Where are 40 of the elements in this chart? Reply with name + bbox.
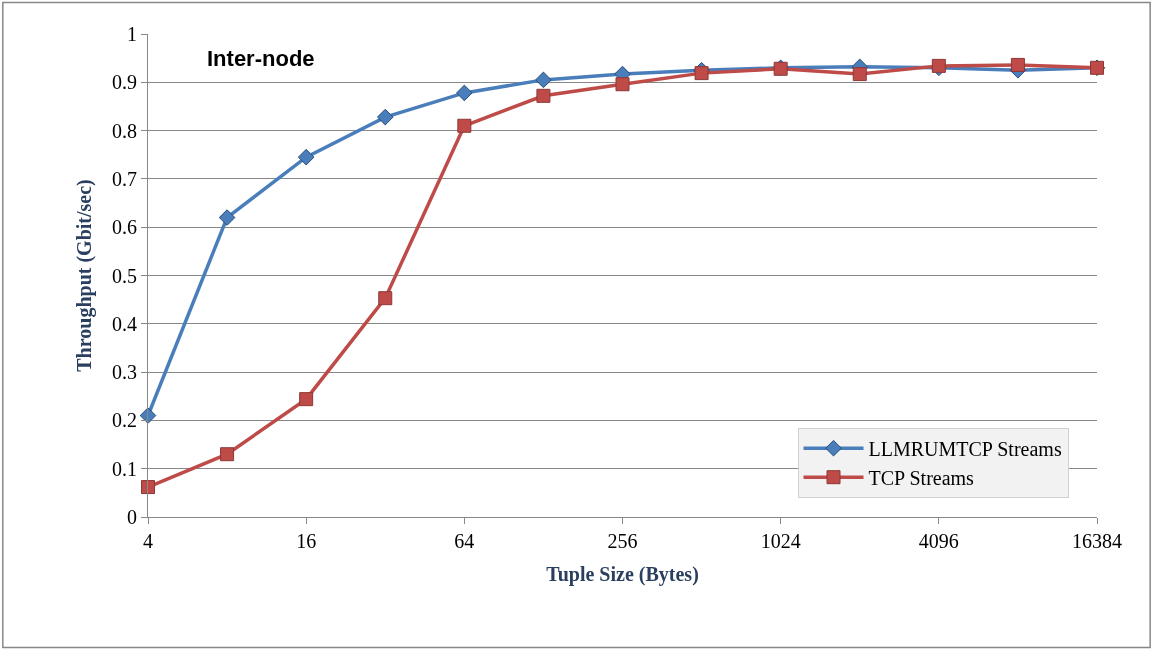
y-tick-label: 1 (127, 23, 137, 45)
point (852, 67, 867, 82)
y-tick-label: 0 (127, 506, 137, 528)
legend-label: TCP Streams (868, 466, 975, 489)
x-tick-label: 4096 (918, 530, 959, 552)
y-tick-label: 0.9 (112, 71, 137, 94)
point (141, 480, 155, 495)
y-tick-label: 0.4 (112, 312, 137, 335)
point (1010, 57, 1025, 72)
point (535, 71, 552, 89)
point (376, 108, 394, 126)
legend-label: LLMRUMTCP Streams (868, 437, 1062, 460)
point (931, 58, 946, 73)
point (694, 66, 709, 81)
point (536, 88, 551, 103)
x-tick-label: 256 (607, 530, 638, 552)
y-tick-label: 0.5 (112, 264, 137, 287)
annotation: Inter-node (207, 46, 315, 71)
y-axis-title: Throughput (Gbit/sec) (72, 179, 96, 372)
x-tick-label: 1024 (760, 530, 801, 552)
point (456, 84, 473, 102)
x-tick-label: 64 (454, 530, 475, 552)
x-axis-title: Tuple Size (Bytes) (546, 562, 699, 586)
x-tick-label: 16 (296, 530, 317, 552)
point (457, 118, 472, 133)
y-tick-label: 0.8 (112, 119, 137, 142)
x-tick-label: 4 (143, 530, 153, 552)
y-tick-label: 0.2 (112, 409, 137, 432)
y-tick-label: 0.6 (112, 216, 137, 239)
point (615, 77, 630, 92)
point (378, 291, 393, 306)
point (139, 407, 157, 424)
point (299, 392, 314, 407)
y-tick-label: 0.3 (112, 361, 137, 384)
x-tick-label: 16384 (1072, 530, 1122, 552)
point (220, 447, 235, 462)
y-tick-label: 0.7 (112, 167, 137, 190)
point (297, 148, 315, 166)
y-tick-label: 0.1 (112, 457, 137, 480)
point (218, 209, 236, 226)
